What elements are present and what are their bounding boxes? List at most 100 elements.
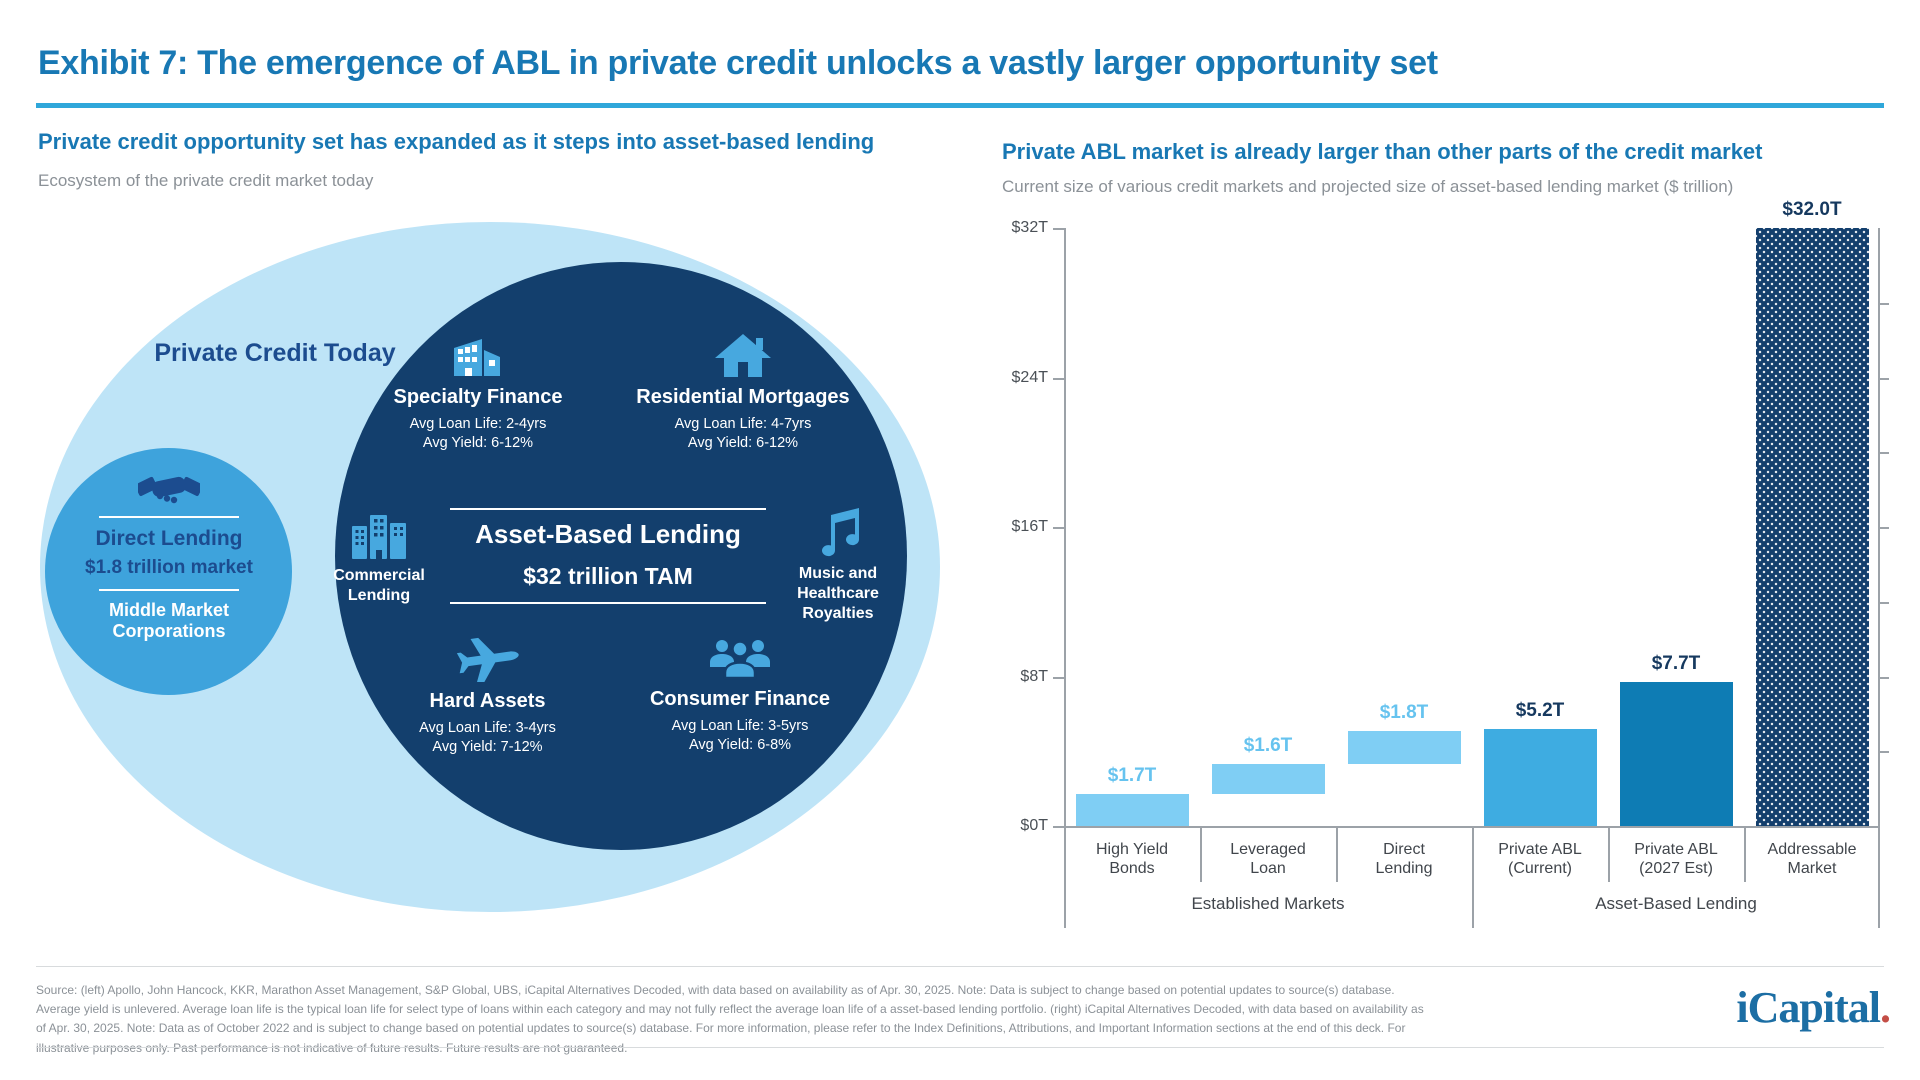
category-label-line: High Yield xyxy=(1095,841,1169,858)
right-axis-tick xyxy=(1880,302,1889,305)
abl-item-name: Hard Assets xyxy=(429,690,546,712)
direct-lending-segment: Middle Market Corporations xyxy=(108,600,230,642)
category-label-line: Leveraged xyxy=(1230,841,1306,858)
y-axis-tick-label: $24T xyxy=(1011,368,1048,386)
category-label-line: Addressable xyxy=(1767,841,1857,858)
abl-item-loan-life: Avg Loan Life: 3-4yrs xyxy=(419,720,556,736)
category-label-direct-lending: Direct Lending xyxy=(1336,841,1472,879)
bar-addressable-market xyxy=(1755,228,1869,826)
abl-item-hard-assets: Hard Assets Avg Loan Life: 3-4yrs Avg Yi… xyxy=(380,636,595,757)
abl-item-loan-life: Avg Loan Life: 3-5yrs xyxy=(671,718,809,734)
abl-title: Asset-Based Lending xyxy=(475,519,741,549)
y-axis-tick xyxy=(1053,676,1064,679)
abl-item-specialty-finance: Specialty Finance Avg Loan Life: 2-4yrs … xyxy=(368,332,588,453)
abl-item-name: Specialty Finance xyxy=(393,386,563,408)
bar-private-abl-2027-est xyxy=(1619,682,1733,826)
music-note-icon xyxy=(778,508,898,558)
category-label-line: Bonds xyxy=(1109,859,1155,877)
abl-item-name: Music and Healthcare Royalties xyxy=(797,565,879,622)
handshake-icon xyxy=(58,468,280,506)
right-axis-tick xyxy=(1880,601,1889,604)
abl-item-name: Consumer Finance xyxy=(649,688,831,710)
city-buildings-icon xyxy=(312,512,446,560)
abl-item-yield: Avg Yield: 6-8% xyxy=(688,736,792,753)
abl-item-music-healthcare-royalties: Music and Healthcare Royalties xyxy=(778,508,898,624)
y-axis-tick xyxy=(1053,377,1064,380)
footer-bottom-divider xyxy=(36,1047,1884,1048)
right-axis-tick xyxy=(1880,676,1889,679)
y-axis-tick-label: $16T xyxy=(1011,518,1048,535)
abl-tam-block: Asset-Based Lending $32 trillion TAM xyxy=(448,508,768,604)
bar-leveraged-loan xyxy=(1211,764,1325,795)
people-icon xyxy=(625,636,855,680)
y-axis-tick xyxy=(1053,826,1064,828)
group-label-asset-based-lending: Asset-Based Lending xyxy=(1595,894,1757,913)
bar-value-label-high-yield-bonds: $1.7T xyxy=(1107,765,1157,787)
y-axis-tick xyxy=(1053,527,1064,529)
y-axis-tick-label: $32T xyxy=(1011,219,1048,236)
category-separator xyxy=(1744,826,1746,882)
right-axis-line xyxy=(1878,228,1880,928)
category-separator xyxy=(1472,826,1474,928)
bar-value-label-private-abl-2027-est: $7.7T xyxy=(1651,653,1701,675)
right-axis-tick xyxy=(1880,452,1889,455)
right-axis-tick xyxy=(1880,377,1889,380)
category-label-addressable-market: Addressable Market xyxy=(1744,841,1880,879)
divider-line xyxy=(450,602,766,604)
abl-item-loan-life: Avg Loan Life: 2-4yrs xyxy=(409,416,547,432)
right-axis-tick xyxy=(1880,527,1889,529)
direct-lending-block: Direct Lending $1.8 trillion market Midd… xyxy=(58,468,280,642)
bar-direct-lending xyxy=(1347,730,1461,765)
direct-lending-market-size: $1.8 trillion market xyxy=(85,557,253,578)
asset-based-lending-circle xyxy=(335,262,907,850)
right-panel-subheading: Current size of various credit markets a… xyxy=(1002,177,1734,196)
abl-item-name: Residential Mortgages xyxy=(636,386,850,408)
icapital-logo-text: iCapital xyxy=(1736,983,1881,1032)
category-separator xyxy=(1200,826,1202,882)
source-note: Source: (left) Apollo, John Hancock, KKR… xyxy=(36,983,1424,1055)
factory-icon xyxy=(368,332,588,378)
category-label-leveraged-loan: Leveraged Loan xyxy=(1200,841,1336,879)
page-title: Exhibit 7: The emergence of ABL in priva… xyxy=(38,44,1438,82)
bar-high-yield-bonds xyxy=(1075,794,1189,826)
group-label-established-markets: Established Markets xyxy=(1191,894,1345,913)
y-axis-tick-label: $0T xyxy=(1020,817,1048,834)
abl-item-consumer-finance: Consumer Finance Avg Loan Life: 3-5yrs A… xyxy=(625,636,855,755)
abl-item-name: Commercial Lending xyxy=(333,567,425,604)
right-axis-tick xyxy=(1880,751,1889,754)
abl-tam-value: $32 trillion TAM xyxy=(523,563,693,589)
y-axis-line xyxy=(1064,228,1066,928)
category-separator xyxy=(1608,826,1610,882)
house-icon xyxy=(628,332,858,378)
divider-line xyxy=(450,508,766,510)
category-label-private-abl-2027-est: Private ABL (2027 Est) xyxy=(1608,841,1744,879)
category-label-line: Private ABL xyxy=(1498,841,1582,858)
left-panel-subheading: Ecosystem of the private credit market t… xyxy=(38,171,374,190)
category-label-line: (2027 Est) xyxy=(1639,859,1713,877)
footer-top-divider xyxy=(36,966,1884,967)
category-label-private-abl-current: Private ABL (Current) xyxy=(1472,841,1608,879)
abl-item-residential-mortgages: Residential Mortgages Avg Loan Life: 4-7… xyxy=(628,332,858,453)
abl-item-yield: Avg Yield: 6-12% xyxy=(687,434,799,451)
abl-item-loan-life: Avg Loan Life: 4-7yrs xyxy=(674,416,812,432)
category-label-high-yield-bonds: High Yield Bonds xyxy=(1064,841,1200,879)
direct-lending-title: Direct Lending xyxy=(95,527,243,550)
title-accent-rule xyxy=(36,103,1884,108)
bar-value-label-private-abl-current: $5.2T xyxy=(1515,699,1565,721)
category-label-line: (Current) xyxy=(1507,859,1572,877)
bar-value-label-direct-lending: $1.8T xyxy=(1379,701,1429,723)
right-panel-heading: Private ABL market is already larger tha… xyxy=(1002,139,1763,164)
private-credit-today-label: Private Credit Today xyxy=(154,339,396,367)
divider-line xyxy=(99,589,239,591)
icapital-logo-dot: . xyxy=(1880,983,1891,1032)
abl-item-yield: Avg Yield: 6-12% xyxy=(422,434,534,451)
category-label-line: Loan xyxy=(1250,859,1286,877)
category-label-line: Market xyxy=(1787,859,1837,877)
bar-value-label-addressable-market: $32.0T xyxy=(1782,199,1842,220)
category-label-line: Lending xyxy=(1375,859,1433,877)
bar-private-abl-current xyxy=(1483,728,1597,826)
left-panel-heading: Private credit opportunity set has expan… xyxy=(38,129,875,154)
airplane-icon xyxy=(380,636,595,682)
